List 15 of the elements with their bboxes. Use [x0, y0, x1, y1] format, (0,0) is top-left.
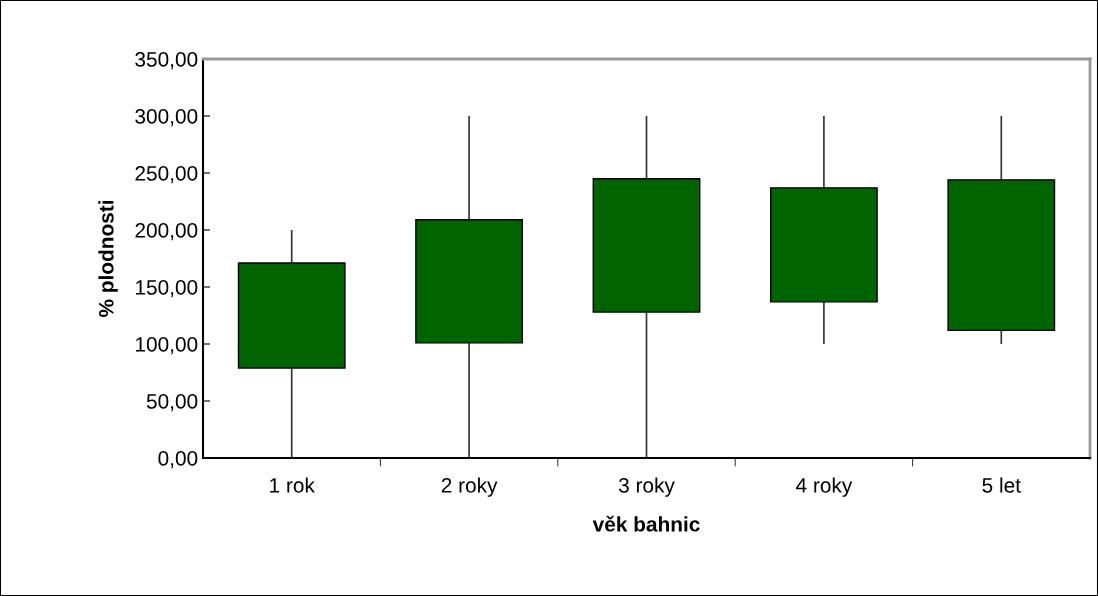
y-tick-label: 300,00 [135, 109, 198, 127]
y-tick-label: 0,00 [158, 451, 198, 469]
y-tick-label: 100,00 [136, 337, 198, 355]
x-tick-label: 2 roky [441, 477, 498, 497]
y-tick-label: 50,00 [146, 394, 198, 412]
y-tick-label: 250,00 [135, 166, 198, 184]
y-axis-title: % plodnosti [98, 200, 118, 317]
x-tick-label: 3 roky [618, 477, 675, 497]
x-axis-title: věk bahnic [592, 515, 700, 532]
x-tick-label: 4 roky [796, 477, 853, 497]
x-tick-label: 5 let [982, 477, 1021, 493]
y-tick-label: 150,00 [136, 280, 198, 298]
y-tick-label: 200,00 [135, 223, 198, 241]
x-tick-label: 1 rok [270, 477, 315, 493]
y-tick-label: 350,00 [135, 52, 198, 70]
